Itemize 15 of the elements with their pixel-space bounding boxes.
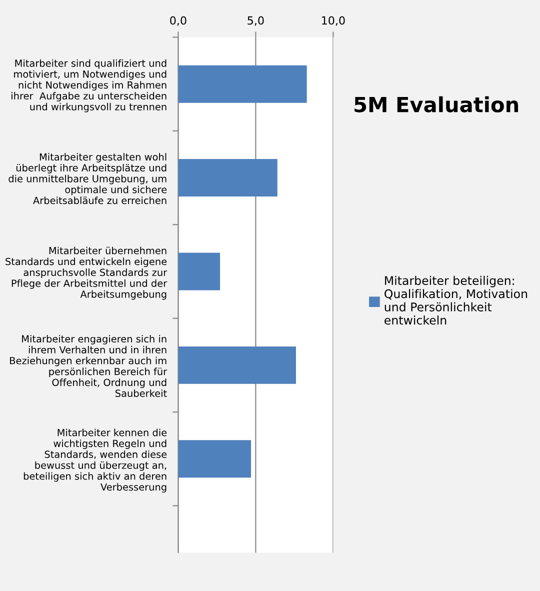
bar	[178, 252, 220, 290]
text: 5M Evaluation	[354, 96, 518, 112]
x-tick-label: 0,0	[170, 16, 186, 26]
y-tick-label: Mitarbeiter übernehmen Standards und entwickeln eigene anspruchsvolle Standards zur Pflege der Arbeitsmittel und der Arbeitsumgebung	[6, 246, 168, 300]
bar	[178, 440, 252, 478]
y-tick-label: Mitarbeiter sind qualifiziert und motiviert, um Notwendiges und nicht Notwendiges im Rahmen ihrer Aufgabe zu unterscheiden und wirkungsvoll zu trennen	[12, 59, 166, 112]
bar	[178, 159, 278, 197]
bar	[178, 346, 296, 384]
y-tick-label: Mitarbeiter kennen die wichtigsten Regeln und Standards, wenden diese bewusst und überzeugt an, beteiligen sich aktiv an deren Verbesserung	[24, 428, 167, 493]
y-tick-label: Mitarbeiter gestalten wohl überlegt ihre Arbeitsplätze und die unmittelbare Umgebung, um optimale und sichere Arbeitsabläufe zu erreichen	[8, 153, 167, 204]
bar	[178, 65, 307, 103]
x-tick-label: 10,0	[322, 16, 345, 26]
legend-label: Mitarbeiter beteiligen: Qualifikation, Motivation und Persönlichkeit entwickeln	[384, 276, 528, 325]
y-tick-label: Mitarbeiter engagieren sich in ihrem Verhalten und in ihren Beziehungen erkennbar auch im persönlichen Bereich für Offenheit, Ordnung und Sauberkeit	[10, 335, 168, 397]
x-tick-label: 5,0	[248, 16, 264, 26]
